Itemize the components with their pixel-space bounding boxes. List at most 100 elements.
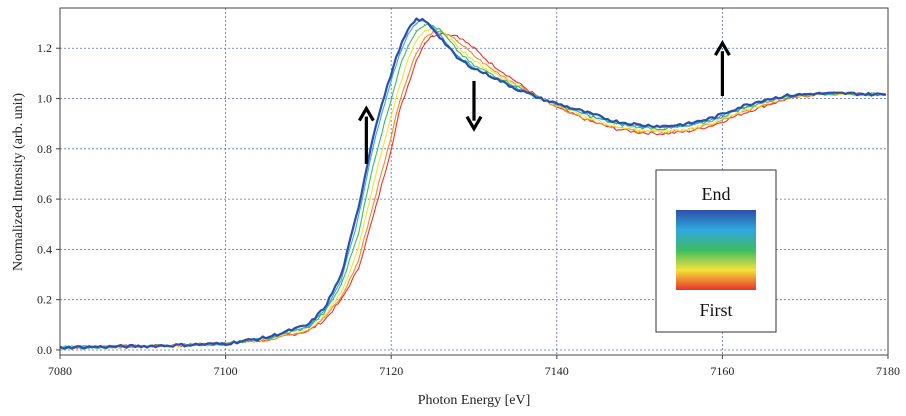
y-tick-label: 0.2: [37, 293, 52, 307]
spectrum-point-2-13: [423, 30, 425, 32]
spectrum-point-2-4: [307, 327, 309, 330]
spectrum-point-1-21: [564, 109, 566, 111]
y-tick-label: 0.6: [37, 192, 52, 206]
spectrum-point-0-10: [398, 110, 401, 112]
spectrum-point-0-29: [763, 105, 765, 107]
spectrum-point-4-15: [440, 35, 442, 37]
spectrum-point-0-26: [688, 130, 690, 132]
spectrum-point-2-26: [688, 128, 690, 130]
spectrum-point-2-12: [415, 40, 417, 42]
spectrum-point-5-9: [390, 72, 392, 74]
spectrum-point-4-9: [390, 80, 392, 82]
spectrum-point-1-8: [374, 198, 376, 200]
spectrum-point-1-16: [456, 40, 459, 42]
spectrum-point-2-16: [456, 45, 459, 47]
spectrum-point-1-13: [423, 37, 425, 39]
spectrum-point-5-18: [489, 75, 492, 77]
y-tick-label: 0.0: [37, 343, 52, 357]
spectrum-point-0-6: [340, 299, 343, 301]
spectrum-point-5-1: [142, 345, 144, 347]
spectrum-point-1-24: [639, 130, 641, 132]
spectrum-point-5-5: [324, 306, 326, 308]
spectrum-point-5-16: [456, 57, 459, 59]
legend-color-bar: [676, 210, 756, 290]
spectrum-point-4-12: [415, 22, 417, 24]
trend-arrows: [357, 40, 731, 164]
spectrum-point-0-16: [456, 35, 459, 37]
x-tick-label: 7120: [379, 364, 403, 378]
spectrum-point-5-13: [423, 19, 425, 22]
spectrum-point-5-11: [407, 30, 409, 32]
spectrum-point-2-11: [407, 60, 409, 62]
spectrum-point-3-15: [440, 30, 442, 32]
spectrum-point-1-3: [266, 339, 268, 341]
spectrum-point-5-31: [812, 93, 815, 95]
spectrum-point-1-4: [307, 329, 309, 331]
spectrum-point-5-4: [307, 324, 309, 326]
spectrum-point-2-9: [390, 115, 392, 117]
spectrum-point-4-11: [407, 35, 409, 37]
spectrum-point-1-10: [398, 100, 401, 102]
spectrum-point-3-5: [324, 311, 326, 313]
spectrum-point-2-19: [514, 84, 517, 86]
spectrum-point-1-25: [663, 131, 666, 134]
spectrum-point-0-15: [440, 32, 442, 34]
spectrum-point-4-24: [639, 125, 641, 127]
spectrum-point-5-3: [266, 336, 268, 338]
spectrum-point-1-5: [324, 316, 326, 318]
spectrum-point-1-14: [432, 31, 434, 33]
spectrum-point-1-22: [589, 119, 591, 121]
x-tick-label: 7140: [545, 364, 569, 378]
y-tick-label: 0.4: [37, 242, 52, 256]
spectrum-point-5-32: [846, 92, 848, 95]
spectrum-point-2-27: [713, 121, 715, 124]
spectrum-point-3-9: [390, 97, 392, 100]
plot-frame: [59, 7, 889, 356]
spectrum-point-5-24: [639, 124, 641, 126]
spectrum-point-0-8: [374, 211, 376, 213]
spectrum-point-4-19: [514, 86, 517, 88]
spectrum-point-1-19: [514, 82, 517, 85]
spectrum-point-0-9: [390, 148, 392, 150]
spectrum-point-3-6: [340, 283, 343, 286]
spectrum-point-4-25: [663, 126, 666, 129]
spectrum-point-3-10: [398, 67, 401, 69]
spectrum-point-3-17: [473, 65, 475, 67]
spectrum-point-3-25: [663, 128, 666, 130]
y-axis-title: Normalized Intensity (arb. unit): [11, 93, 26, 271]
y-tick-label: 1.2: [37, 41, 52, 55]
spectrum-point-2-29: [763, 102, 765, 105]
spectrum-point-5-26: [688, 123, 690, 125]
x-tick-label: 7160: [710, 364, 734, 378]
spectrum-point-2-24: [639, 129, 641, 131]
spectrum-point-2-22: [589, 118, 591, 120]
spectrum-point-2-8: [374, 178, 376, 180]
spectrum-point-5-20: [539, 97, 541, 100]
spectrum-series-5: [60, 17, 888, 350]
spectrum-point-1-6: [340, 296, 343, 298]
spectrum-point-3-11: [407, 45, 409, 47]
spectrum-point-5-12: [415, 18, 417, 20]
spectrum-point-2-28: [738, 111, 740, 113]
spectrum-point-3-13: [423, 23, 425, 25]
x-axis-title: Photon Energy [eV]: [418, 393, 531, 408]
spectrum-point-1-9: [390, 135, 392, 137]
spectrum-point-4-16: [456, 55, 459, 57]
spectrum-point-5-29: [763, 99, 765, 101]
spectrum-point-5-2: [225, 343, 227, 345]
spectrum-point-0-12: [415, 60, 417, 62]
spectrum-point-3-12: [415, 30, 417, 32]
spectrum-point-5-27: [713, 116, 715, 118]
x-tick-label: 7080: [48, 364, 72, 378]
trend-arrow-down-1: [465, 80, 483, 132]
spectrum-point-4-7: [357, 218, 359, 220]
spectrum-point-4-8: [374, 138, 376, 140]
spectrum-point-2-10: [398, 85, 401, 87]
spectrum-point-5-22: [589, 113, 591, 115]
spectrum-point-4-26: [688, 124, 690, 126]
legend-bottom-label: First: [699, 300, 732, 320]
spectrum-point-0-11: [407, 85, 409, 87]
spectrum-point-5-7: [357, 208, 359, 210]
spectrum-point-1-11: [407, 75, 409, 77]
